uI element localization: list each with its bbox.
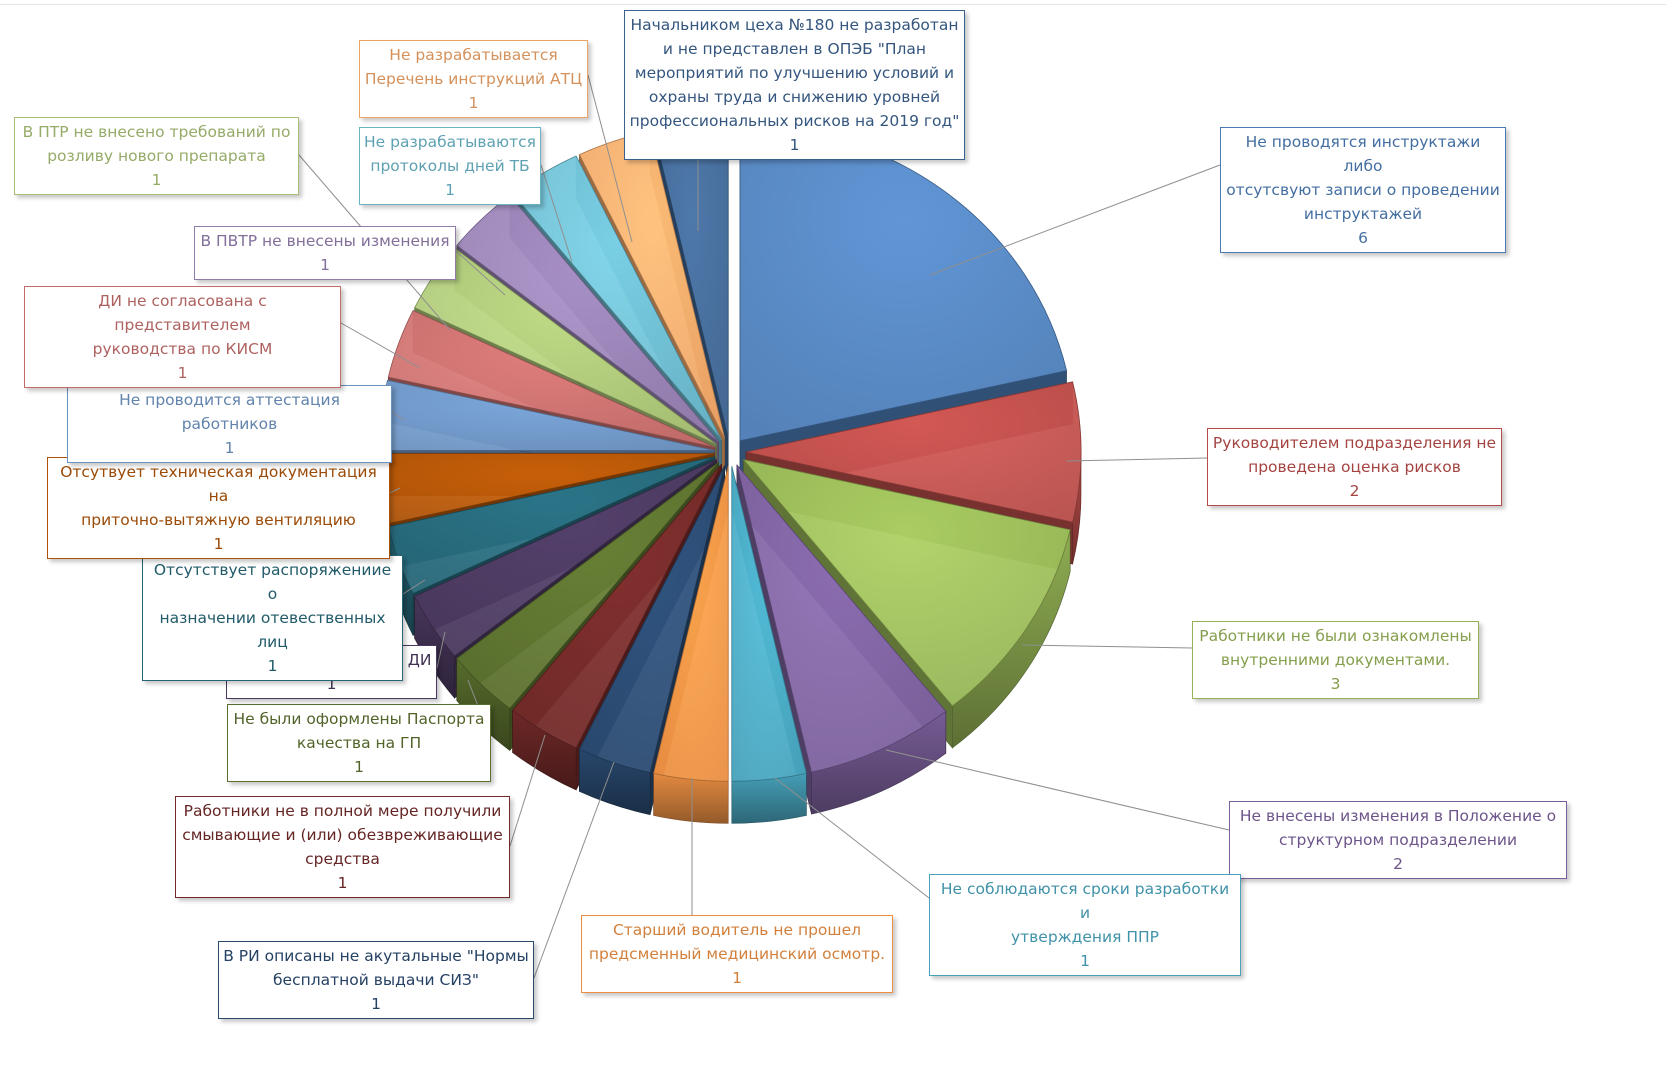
data-label-text: Старший водитель не прошел предсменный м… [588,921,886,963]
data-label-value: 1 [445,181,455,199]
data-label-value: 1 [267,657,278,675]
pie-slice-2-top [745,381,1082,523]
data-label-1: Не проводятся инструктажи либо отсутсвую… [1220,127,1506,253]
data-label-text: Не разрабатывается Перечень инструкций А… [364,46,583,88]
data-label-value: 1 [371,995,381,1013]
data-label-8: Работники не в полной мере получили смыв… [175,796,510,898]
data-label-value: 1 [177,364,188,382]
leader-line-13 [391,411,405,421]
data-label-value: 1 [337,874,348,892]
data-label-4: Не внесены изменения в Положение о струк… [1229,801,1567,879]
data-label-text: Работники не в полной мере получили смыв… [182,802,503,868]
data-label-17: Не разрабатываются протоколы дней ТБ 1 [359,127,541,205]
leader-line-14 [340,322,421,369]
data-label-text: Работники не были ознакомлены внутренним… [1199,627,1472,669]
pie-slice-9-top [456,461,719,710]
data-label-text: Не были оформлены Паспорта качества на Г… [233,710,485,752]
pie-slice-6-top [653,466,729,782]
data-label-18: Не разрабатывается Перечень инструкций А… [359,40,588,118]
data-label-value: 1 [1080,952,1090,970]
data-label-text: Отсутвует техническая документация на пр… [60,463,377,529]
data-label-6: Старший водитель не прошел предсменный м… [581,915,893,993]
data-label-7: В РИ описаны не акутальные "Нормы беспла… [218,941,534,1019]
pie-slice-3-top [742,459,1071,707]
data-label-14: ДИ не согласована с представителем руков… [24,286,341,388]
data-label-text: Не соблюдаются сроки разработки и утверж… [940,880,1230,946]
pie-slice-6 [653,466,729,824]
data-label-value: 3 [1330,675,1341,693]
data-label-text: В ПВТР не внесены изменения [200,232,450,250]
pie-slice-5-top [731,466,807,782]
leader-line-16 [455,250,506,296]
data-label-value: 1 [732,969,742,987]
data-label-2: Руководителем подразделения не проведена… [1207,428,1502,506]
data-label-value: 1 [320,256,330,274]
leader-line-4 [885,749,1230,831]
data-label-value: 2 [1349,482,1360,500]
leader-line-11 [402,579,426,595]
leader-line-1 [929,164,1221,276]
data-label-value: 1 [354,758,364,776]
data-label-value: 6 [1358,229,1368,247]
data-label-3: Работники не были ознакомлены внутренним… [1192,621,1479,699]
data-label-text: В РИ описаны не акутальные "Нормы беспла… [223,947,529,989]
data-label-value: 1 [151,171,162,189]
data-label-5: Не соблюдаются сроки разработки и утверж… [929,874,1241,976]
data-label-value: 1 [224,439,235,457]
pie-slice-14-top [387,310,716,448]
pie-slice-8-top [512,463,722,749]
data-label-text: Начальником цеха №180 не разработан и не… [629,16,960,130]
data-label-value: 1 [468,94,479,112]
data-label-text: В ПТР не внесено требований по розливу н… [22,123,291,165]
pie-slice-4-top [736,464,947,773]
top-border [0,4,1666,5]
data-label-text: Не проводятся инструктажи либо отсутсвую… [1226,133,1500,223]
data-label-value: 1 [326,675,337,693]
data-label-12: Отсутвует техническая документация на пр… [47,457,390,559]
leader-line-18 [587,74,633,243]
pie-slice-10-top [414,459,717,657]
data-label-text: Не проводится аттестация работников [119,391,340,433]
leader-line-5 [774,777,930,899]
pie-slice-5 [731,466,807,824]
leader-line-3 [1021,644,1193,649]
data-label-text: Не разрабатываются протоколы дней ТБ [364,133,536,175]
data-label-value: 2 [1393,855,1403,873]
leader-line-8 [509,734,546,847]
leader-line-2 [1065,457,1208,462]
data-label-15: В ПТР не внесено требований по розливу н… [14,117,299,195]
data-label-value: 1 [789,136,800,154]
leader-line-10 [436,631,446,669]
data-label-text: ДИ не согласована с представителем руков… [92,292,273,358]
data-label-13: Не проводится аттестация работников 1 [67,385,392,463]
leader-line-17 [540,164,573,263]
data-label-11: Отсутствует распоряжениие о назначении о… [142,555,403,681]
data-label-text: Отсутствует распоряжениие о назначении о… [153,561,392,651]
data-label-16: В ПВТР не внесены изменения 1 [194,226,456,280]
data-label-19: Начальником цеха №180 не разработан и не… [624,10,965,160]
leader-line-7 [533,761,615,979]
data-label-9: Не были оформлены Паспорта качества на Г… [227,704,491,782]
data-label-value: 1 [213,535,224,553]
data-label-text: Руководителем подразделения не проведена… [1212,434,1497,476]
data-label-text: Не внесены изменения в Положение о струк… [1239,807,1557,849]
leader-line-12 [389,487,401,494]
